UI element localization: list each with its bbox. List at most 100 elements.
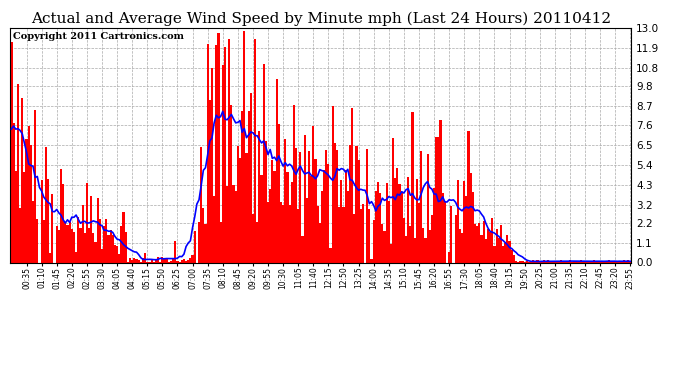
Bar: [198, 222, 200, 262]
Bar: [580, 260, 582, 262]
Bar: [401, 193, 403, 262]
Bar: [399, 184, 401, 262]
Bar: [306, 198, 308, 262]
Bar: [26, 139, 28, 262]
Bar: [349, 145, 351, 262]
Bar: [584, 261, 586, 262]
Bar: [515, 261, 517, 262]
Bar: [49, 253, 51, 262]
Bar: [366, 149, 368, 262]
Bar: [606, 261, 608, 262]
Bar: [534, 261, 537, 262]
Bar: [484, 239, 487, 262]
Bar: [181, 260, 183, 262]
Bar: [103, 226, 105, 262]
Bar: [502, 246, 504, 262]
Bar: [451, 206, 453, 262]
Bar: [75, 252, 77, 262]
Bar: [541, 261, 543, 262]
Bar: [68, 222, 70, 262]
Bar: [371, 259, 373, 262]
Bar: [64, 222, 66, 262]
Bar: [77, 217, 79, 262]
Bar: [566, 261, 569, 262]
Bar: [108, 235, 110, 262]
Bar: [351, 108, 353, 262]
Bar: [381, 224, 384, 262]
Bar: [286, 172, 288, 262]
Bar: [30, 145, 32, 262]
Bar: [304, 135, 306, 262]
Bar: [520, 261, 522, 262]
Bar: [435, 137, 437, 262]
Bar: [470, 173, 472, 262]
Bar: [51, 194, 54, 262]
Bar: [246, 153, 248, 262]
Bar: [474, 224, 476, 262]
Bar: [504, 243, 506, 262]
Bar: [355, 146, 357, 262]
Bar: [463, 181, 465, 262]
Bar: [506, 235, 509, 262]
Bar: [273, 171, 275, 262]
Bar: [420, 151, 422, 262]
Bar: [522, 261, 524, 262]
Bar: [60, 169, 62, 262]
Bar: [21, 98, 23, 262]
Bar: [537, 260, 539, 262]
Bar: [478, 223, 480, 262]
Bar: [384, 231, 386, 262]
Bar: [28, 126, 30, 262]
Bar: [424, 238, 426, 262]
Bar: [437, 137, 440, 262]
Bar: [448, 252, 451, 262]
Bar: [95, 243, 97, 262]
Bar: [97, 198, 99, 262]
Bar: [58, 230, 60, 262]
Bar: [14, 171, 17, 262]
Bar: [243, 31, 246, 262]
Bar: [472, 192, 474, 262]
Bar: [357, 160, 359, 262]
Bar: [133, 258, 135, 262]
Bar: [407, 177, 409, 262]
Bar: [62, 184, 64, 262]
Bar: [241, 111, 243, 262]
Bar: [131, 260, 133, 262]
Bar: [116, 246, 118, 262]
Bar: [150, 259, 152, 262]
Bar: [444, 202, 446, 262]
Bar: [418, 203, 420, 262]
Bar: [265, 141, 267, 262]
Bar: [228, 39, 230, 262]
Bar: [487, 228, 489, 262]
Bar: [336, 150, 338, 262]
Bar: [595, 261, 597, 262]
Bar: [428, 230, 431, 262]
Bar: [612, 261, 614, 262]
Bar: [293, 105, 295, 262]
Bar: [92, 233, 95, 262]
Bar: [390, 244, 392, 262]
Bar: [252, 214, 254, 262]
Bar: [70, 229, 73, 262]
Bar: [118, 254, 120, 262]
Bar: [73, 232, 75, 262]
Bar: [491, 218, 493, 262]
Bar: [386, 183, 388, 262]
Bar: [187, 261, 189, 262]
Bar: [608, 260, 610, 262]
Bar: [12, 123, 14, 262]
Bar: [174, 242, 177, 262]
Bar: [310, 176, 312, 262]
Bar: [614, 261, 616, 262]
Bar: [368, 210, 371, 262]
Bar: [230, 105, 233, 262]
Bar: [261, 176, 263, 262]
Bar: [215, 45, 217, 262]
Bar: [497, 237, 500, 262]
Bar: [43, 220, 45, 262]
Bar: [258, 130, 261, 262]
Bar: [500, 225, 502, 262]
Bar: [66, 225, 68, 262]
